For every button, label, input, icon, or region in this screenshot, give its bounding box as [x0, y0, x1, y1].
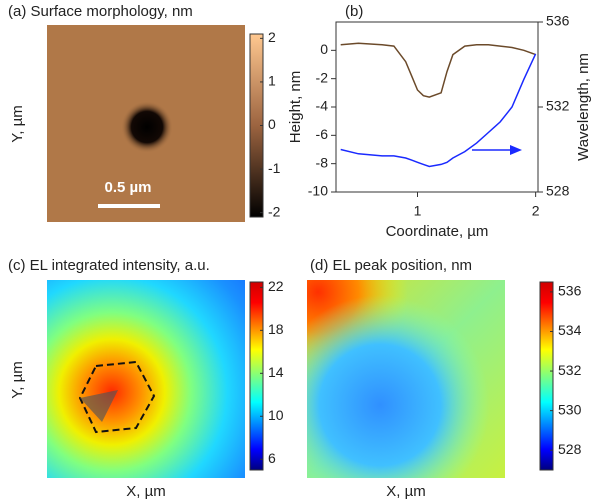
y-axis-label: Y, µm — [9, 105, 26, 143]
y-tick-label: -2 — [316, 69, 329, 85]
colorbar-tick-label: 536 — [558, 283, 582, 299]
data-line — [340, 42, 536, 98]
y2-axis-label: Wavelength, nm — [575, 53, 592, 161]
y-tick-label: -8 — [316, 154, 329, 170]
colorbar-tick-label: 528 — [558, 441, 582, 457]
axis-arrow-head — [510, 145, 522, 155]
heatmap-cold — [307, 280, 505, 478]
colorbar-tick-label: 534 — [558, 322, 582, 338]
colorbar-tick-label: 6 — [268, 450, 276, 466]
colorbar-tick-label: -1 — [268, 160, 281, 176]
colorbar-tick-label: -2 — [268, 203, 281, 219]
x-axis-label: X, µm — [386, 483, 425, 500]
y-tick-label: -6 — [316, 126, 329, 142]
heatmap-pit — [47, 25, 245, 222]
colorbar-tick-label: 532 — [558, 362, 582, 378]
y-axis-label: Y, µm — [9, 361, 26, 399]
x-tick-label: 2 — [532, 203, 540, 219]
y-tick-label: -10 — [308, 183, 328, 199]
colorbar-tick-label: 10 — [268, 407, 284, 423]
y-tick-label: 0 — [320, 41, 328, 57]
scale-bar-label: 0.5 µm — [105, 179, 152, 196]
colorbar-tick-label: 0 — [268, 116, 276, 132]
colorbar — [539, 281, 554, 471]
x-tick-label: 1 — [414, 203, 422, 219]
x-axis-label: X, µm — [126, 483, 165, 500]
panel-title: (c) EL integrated intensity, a.u. — [8, 257, 210, 274]
colorbar-tick-label: 22 — [268, 278, 284, 294]
data-line — [340, 53, 537, 168]
colorbar-tick-label: 1 — [268, 73, 276, 89]
y2-tick-label: 532 — [546, 98, 570, 114]
panel-title: (d) EL peak position, nm — [310, 257, 472, 274]
x-axis-label: Coordinate, µm — [386, 223, 489, 240]
triangle-marker — [80, 390, 118, 422]
colorbar-tick-label: 14 — [268, 364, 284, 380]
colorbar-tick-label: 530 — [558, 401, 582, 417]
y2-tick-label: 528 — [546, 183, 570, 199]
y2-tick-label: 536 — [546, 13, 570, 29]
colorbar-tick-label: 2 — [268, 29, 276, 45]
colorbar-tick-label: 18 — [268, 321, 284, 337]
y-axis-label: Height, nm — [287, 71, 304, 144]
colorbar — [249, 281, 264, 471]
y-tick-label: -4 — [316, 98, 329, 114]
panel-title: (b) — [345, 3, 363, 20]
panel-title: (a) Surface morphology, nm — [8, 3, 193, 20]
